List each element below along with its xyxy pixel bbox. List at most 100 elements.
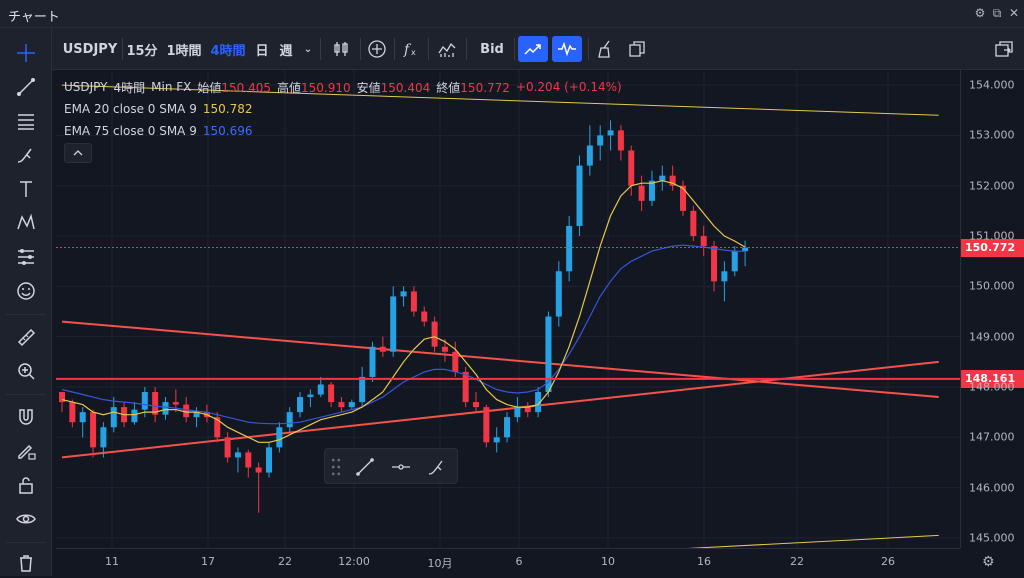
timeframe-15m[interactable]: 15分 <box>126 43 158 59</box>
timeframe-1h[interactable]: 1時間 <box>166 43 202 59</box>
candle-body <box>700 236 707 247</box>
price-axis[interactable]: 150.772 148.161 154.000 153.000 152.000 151… <box>960 70 1024 548</box>
drag-handle-icon[interactable] <box>329 453 343 481</box>
timeframe-1w[interactable]: 週 <box>279 43 293 59</box>
emoji-tool[interactable] <box>10 276 42 306</box>
window-titlebar: チャート ⚙ ⧉ ✕ <box>0 0 1024 28</box>
candle-body <box>742 247 749 252</box>
window-title: チャート <box>8 10 60 25</box>
candle-body <box>110 407 117 428</box>
candle-body <box>535 392 542 413</box>
layout-icon <box>995 41 1013 57</box>
templates-button[interactable] <box>434 36 460 62</box>
grip-icon <box>331 458 341 476</box>
duplicate-button[interactable] <box>624 36 650 62</box>
timeframe-4h[interactable]: 4時間 <box>210 43 246 59</box>
candle-body <box>555 271 562 317</box>
crosshair-tool[interactable] <box>10 38 42 68</box>
candle-body <box>172 402 179 405</box>
timeframe-1d[interactable]: 日 <box>255 43 269 59</box>
layout-button[interactable] <box>990 36 1018 62</box>
candle-body <box>441 346 448 352</box>
candle-body <box>452 351 459 372</box>
toolbar-divider <box>6 314 46 315</box>
settings-icon[interactable]: ⚙ <box>974 6 986 20</box>
zoom-tool[interactable] <box>10 356 42 386</box>
price-chart[interactable] <box>56 70 960 548</box>
price-tick-label: 150.000 <box>969 279 1015 293</box>
legend-ema75[interactable]: EMA 75 close 0 SMA 9 150.696 <box>64 120 622 142</box>
pattern-tool[interactable] <box>10 208 42 238</box>
candle-body <box>545 316 552 393</box>
crosshair-icon <box>17 44 35 62</box>
price-tick-label: 148.000 <box>969 380 1015 394</box>
candle-type-button[interactable] <box>328 36 354 62</box>
bid-ask-toggle[interactable]: Bid <box>480 41 504 57</box>
symbol-selector[interactable]: USDJPY <box>62 41 118 57</box>
candle-body <box>307 394 314 398</box>
broom-icon <box>598 40 610 58</box>
low-value: 150.404 <box>380 80 431 95</box>
toolbar-divider <box>6 394 46 395</box>
text-tool[interactable] <box>10 174 42 204</box>
lock-drawing-tool[interactable] <box>10 436 42 466</box>
candle-body <box>524 407 531 413</box>
legend-interval: 4時間 <box>113 80 146 95</box>
price-tick-label: 145.000 <box>969 531 1015 545</box>
horizontal-lines-icon <box>18 114 34 130</box>
chevron-down-icon[interactable]: ⌄ <box>303 43 313 55</box>
open-label: 始値 <box>197 80 222 95</box>
gear-icon[interactable]: ⚙ <box>982 554 995 570</box>
hide-drawings-tool[interactable] <box>10 504 42 534</box>
pulse-icon <box>558 41 576 57</box>
float-hline-button[interactable] <box>387 453 415 481</box>
close-value: 150.772 <box>460 80 510 95</box>
float-trendline-button[interactable] <box>351 453 379 481</box>
time-tick-label: 22 <box>790 555 804 568</box>
toolbar-divider <box>588 38 589 60</box>
candle-body <box>711 246 718 282</box>
candle-body <box>493 437 500 443</box>
trend-analysis-button[interactable] <box>518 36 548 62</box>
chart-up-icon <box>524 44 541 55</box>
delete-tool[interactable] <box>10 548 42 578</box>
candle-body <box>721 271 728 282</box>
legend-collapse-button[interactable] <box>64 143 92 163</box>
legend-ema20[interactable]: EMA 20 close 0 SMA 9 150.782 <box>64 98 622 120</box>
candle-body <box>131 409 138 423</box>
fib-tool[interactable] <box>10 106 42 136</box>
ema20-line <box>61 180 746 443</box>
candle-body <box>162 402 169 415</box>
compare-button[interactable] <box>364 36 390 62</box>
brush-tool[interactable] <box>10 140 42 170</box>
prediction-tool[interactable] <box>10 242 42 272</box>
ema20-value: 150.782 <box>202 102 253 116</box>
ema20-label: EMA 20 close 0 SMA 9 <box>64 102 197 116</box>
candle-body <box>141 392 148 410</box>
clear-drawings-button[interactable] <box>592 36 618 62</box>
candle-body <box>431 321 438 347</box>
change-value: +0.204 (+0.14%) <box>515 80 622 94</box>
time-axis[interactable]: 11 17 22 12:00 10月 6 10 16 22 26 <box>56 548 960 576</box>
ruler-icon <box>17 328 36 347</box>
candle-body <box>421 311 428 322</box>
price-tick-label: 153.000 <box>969 128 1015 142</box>
legend-main: USDJPY 4時間 Min FX 始値150.405 高値150.910 安値… <box>64 76 622 98</box>
ruler-tool[interactable] <box>10 322 42 352</box>
candle-body <box>193 412 200 418</box>
float-brush-button[interactable] <box>423 453 451 481</box>
lock-all-tool[interactable] <box>10 470 42 500</box>
popout-icon[interactable]: ⧉ <box>992 6 1002 20</box>
oscillator-button[interactable] <box>552 36 582 62</box>
price-tick-label: 146.000 <box>969 481 1015 495</box>
trendline-tool[interactable] <box>10 72 42 102</box>
pencil-lock-icon <box>18 444 36 460</box>
measure-lines-icon <box>18 249 34 265</box>
close-icon[interactable]: ✕ <box>1008 6 1020 20</box>
eye-icon <box>16 514 36 524</box>
candles <box>59 120 749 513</box>
magnet-tool[interactable] <box>10 402 42 432</box>
candle-body <box>617 130 624 151</box>
